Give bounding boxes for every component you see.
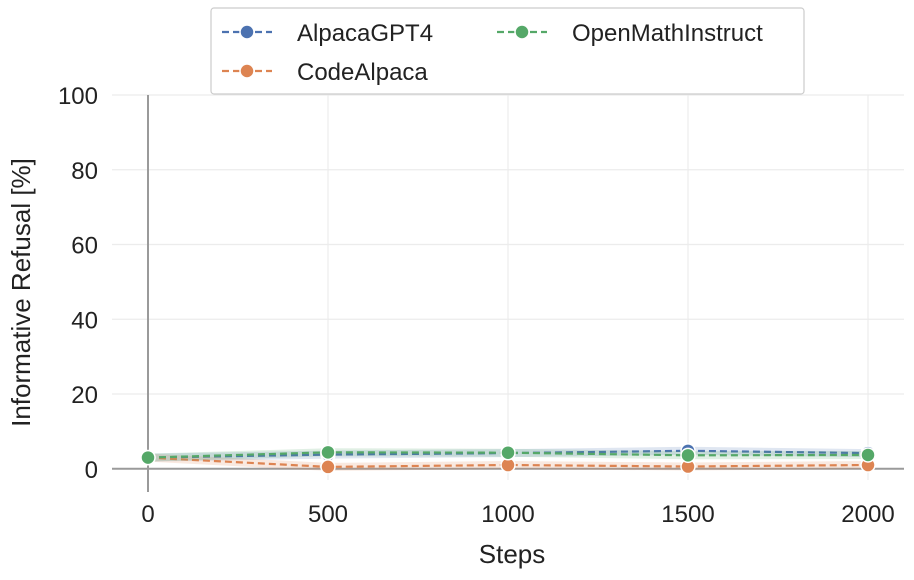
series-line (147, 451, 869, 459)
series-line (147, 449, 869, 459)
x-tick-label: 500 (308, 501, 348, 528)
x-tick-labels: 0 500 1000 1500 2000 (141, 501, 894, 528)
y-tick-label: 100 (58, 83, 98, 110)
legend-item-alpacagpt4: AlpacaGPT4 (222, 20, 433, 47)
y-tick-label: 20 (71, 382, 98, 409)
data-point (860, 447, 876, 463)
y-tick-label: 80 (71, 158, 98, 185)
legend-box (210, 7, 805, 95)
legend-label: CodeAlpaca (297, 59, 428, 86)
series-layer (140, 443, 876, 475)
legend-marker (239, 24, 255, 40)
legend-label: AlpacaGPT4 (297, 20, 433, 47)
x-axis-title: Steps (479, 539, 546, 569)
data-point (320, 459, 336, 475)
series-line (147, 456, 869, 469)
data-point (680, 447, 696, 464)
y-tick-label: 40 (71, 307, 98, 334)
legend-label: OpenMathInstruct (572, 20, 763, 47)
data-point (320, 444, 336, 461)
y-tick-label: 0 (85, 457, 98, 484)
x-tick-label: 1000 (481, 501, 534, 528)
grid-lines (112, 94, 904, 480)
legend: AlpacaGPT4 CodeAlpaca OpenMathInstruct (210, 7, 805, 95)
y-tick-labels: 0 20 40 60 80 100 (58, 83, 98, 484)
legend-item-codealpaca: CodeAlpaca (222, 59, 428, 86)
legend-entries: AlpacaGPT4 CodeAlpaca OpenMathInstruct (222, 20, 763, 86)
y-axis-title: Informative Refusal [%] (6, 158, 36, 427)
y-tick-label: 60 (71, 233, 98, 260)
series-openmathinstruct (140, 444, 876, 466)
x-tick-label: 1500 (661, 501, 714, 528)
legend-item-openmathinstruct: OpenMathInstruct (497, 20, 763, 47)
data-point (500, 444, 516, 461)
legend-marker (514, 24, 530, 40)
data-point (140, 449, 156, 466)
legend-marker (239, 63, 255, 79)
series-codealpaca (140, 449, 876, 475)
x-tick-label: 2000 (841, 501, 894, 528)
x-tick-label: 0 (141, 501, 154, 528)
